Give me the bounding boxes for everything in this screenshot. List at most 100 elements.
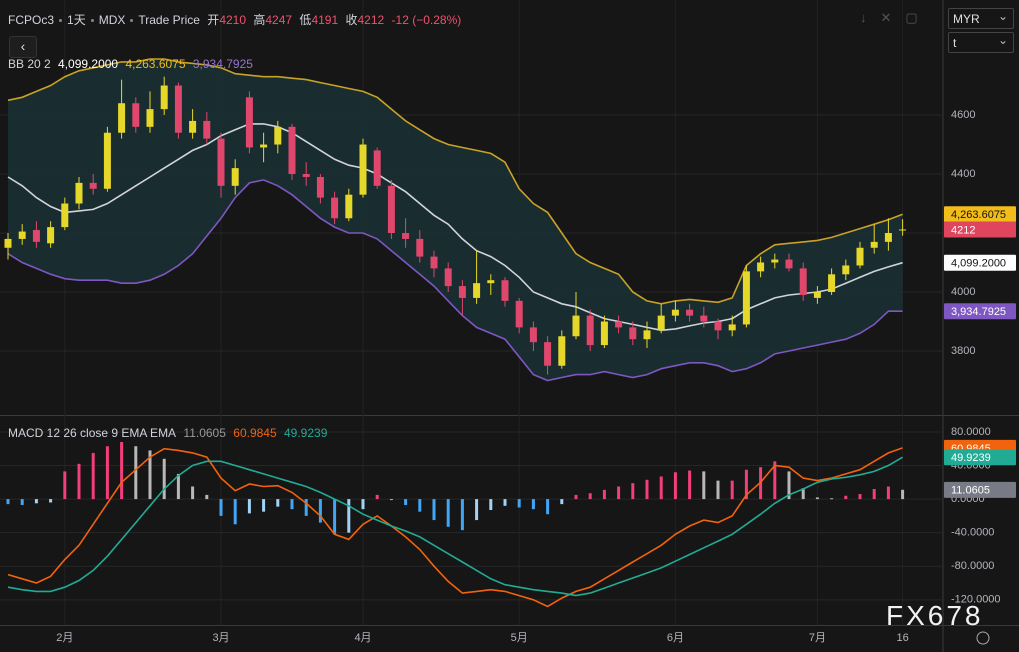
x-tick-label: 7月 [809,632,826,644]
histogram-bar [787,471,791,500]
candle-body [586,315,594,346]
histogram-bar [631,483,635,500]
histogram-bar [588,493,592,500]
histogram-bar [858,494,862,500]
collapse-button[interactable]: ‹ [9,36,37,58]
candle-body [799,268,807,295]
histogram-bar [801,488,805,500]
candle-body [870,241,878,248]
high-value: 4247 [265,13,293,27]
histogram-bar [219,499,223,516]
open-value: 4210 [219,13,247,27]
histogram-bar [830,498,834,500]
macd-title: MACD 12 26 close 9 EMA EMA [8,426,177,440]
candle-body [302,174,310,177]
histogram-bar [844,495,848,500]
y-tick-label: -40.0000 [951,527,994,539]
interval[interactable]: 1天 [67,13,86,27]
close-label: 收 [345,13,358,27]
candle-body [515,300,523,328]
macd-line [7,456,904,597]
histogram-bar [290,499,294,510]
histogram-bar [773,461,777,500]
y-tick-label: 4000 [951,286,975,298]
candle-body [160,85,168,110]
candle-body [345,194,353,219]
toolbar-icons[interactable]: ↓✕▢ [860,10,932,25]
candle-body [544,342,552,366]
candle-body [728,324,736,331]
candle-body [174,85,182,133]
histogram-bar [404,499,408,505]
candle-body [103,132,111,189]
histogram-bar [517,499,521,508]
histogram-bar [6,499,10,505]
x-tick-label: 4月 [354,632,371,644]
candle-body [416,238,424,257]
watermark: FX678 [886,600,984,631]
histogram-bar [91,452,95,500]
histogram-bar [191,486,195,500]
histogram-bar [602,489,606,500]
histogram-bar [418,499,422,512]
price-badge: 4,099.2000 [951,258,1006,270]
histogram-bar [560,499,564,505]
bb-title: BB 20 2 [8,57,51,71]
histogram-bar [460,499,464,531]
close-value: 4212 [357,13,385,27]
settings-icon[interactable] [976,631,990,645]
candle-body [529,327,537,343]
x-tick-label: 6月 [667,632,684,644]
close-badge-bg [944,221,1016,238]
macd-badge: 49.9239 [951,452,991,464]
price-badge-bg [944,206,1016,223]
currency-select[interactable]: MYR [948,6,1014,29]
symbol[interactable]: FCPOc3 [8,13,55,27]
histogram-bar [574,494,578,500]
macd-line [7,447,903,608]
bb-upper: 4,263.6075 [125,57,186,71]
candle-body [473,283,481,298]
histogram-bar [77,463,81,500]
histogram-bar [205,494,209,500]
candle-body [643,330,651,340]
histogram-bar [389,499,393,501]
candle-body [18,231,26,239]
x-tick-label: 5月 [511,632,528,644]
macd-legend: MACD 12 26 close 9 EMA EMA 11.0605 60.98… [8,426,331,440]
candle-body [657,315,665,331]
macd-line: 60.9845 [233,426,277,440]
y-tick-label: -80.0000 [951,560,994,572]
unit-select[interactable]: t [948,30,1014,53]
histogram-bar [162,458,166,500]
bb-lower: 3,934.7925 [192,57,253,71]
candle-body [558,336,566,366]
histogram-bar [546,499,550,515]
candle-body [288,126,296,175]
candle-body [600,321,608,346]
candle-body [444,268,452,287]
candle-body [260,144,268,148]
candle-body [785,259,793,269]
candle-body [757,262,765,272]
histogram-bar [702,471,706,500]
candle-body [387,185,395,234]
histogram-bar [276,499,280,507]
candle-body [89,182,97,189]
candle-body [572,315,580,337]
x-tick-label: 2月 [56,632,73,644]
histogram-bar [347,499,351,533]
candle-body [629,327,637,340]
x-tick-label: 3月 [212,632,229,644]
histogram-bar [645,479,649,500]
candle-body [813,292,821,298]
histogram-bar [446,499,450,527]
y-tick-label: 4400 [951,168,975,180]
histogram-bar [489,499,493,511]
candle-body [4,238,12,248]
candle-body [245,97,253,148]
candle-body [402,233,410,239]
histogram-bar [617,486,621,500]
macd-signal: 49.9239 [284,426,328,440]
